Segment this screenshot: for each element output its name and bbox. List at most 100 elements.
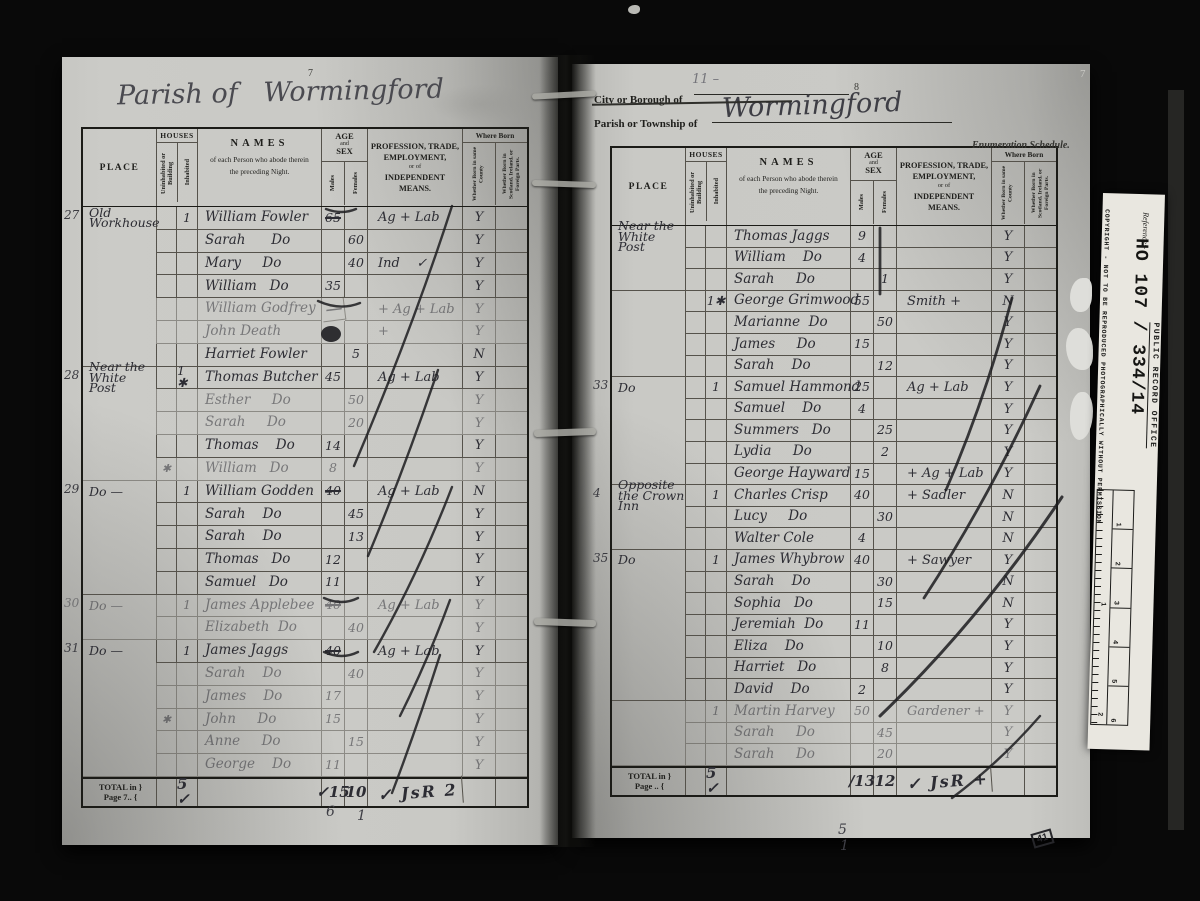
uninhabited-cell — [157, 320, 177, 344]
inhabited-cell — [706, 506, 727, 529]
total-born-foreign — [496, 779, 527, 806]
born-foreign-cell — [496, 686, 527, 709]
census-row: Samuel Do 4 Y — [612, 398, 1056, 421]
place-cell — [83, 457, 157, 481]
inhabited-cell — [177, 708, 198, 732]
males-cell: 17 — [322, 685, 345, 709]
uninhabited-cell — [157, 366, 177, 390]
males-cell — [851, 312, 874, 334]
place-cell — [83, 229, 157, 253]
name-cell: James Do — [727, 333, 851, 356]
born-foreign-cell — [1025, 312, 1056, 334]
inhabited-cell: 1 ✱ — [177, 364, 198, 390]
place-cell — [83, 298, 157, 321]
inhabited-cell — [177, 754, 198, 777]
males-cell: 40 — [322, 480, 345, 504]
born-county-cell: N — [992, 571, 1025, 594]
born-county-cell: Y — [463, 640, 496, 663]
place-cell — [83, 343, 157, 367]
header-born-foreign-label: Whether Born in Scotland, Ireland, or Fo… — [1030, 168, 1050, 218]
header-prof1: PROFESSION, TRADE, — [370, 142, 460, 151]
corner-page-number: 7 — [1080, 68, 1086, 80]
born-foreign-cell — [496, 367, 527, 390]
males-cell: 4 — [851, 247, 874, 270]
inhabited-cell — [706, 420, 727, 442]
females-cell: 10 — [874, 636, 897, 658]
born-county-cell: Y — [992, 441, 1025, 464]
males-cell: 15 — [851, 463, 874, 486]
uninhabited-cell — [157, 754, 177, 777]
inhabited-cell — [706, 463, 727, 486]
born-foreign-cell — [496, 640, 527, 663]
males-cell — [322, 252, 345, 276]
table-header: PLACE HOUSES Uninhabited or Building Inh… — [83, 129, 527, 207]
males-cell: 4 — [851, 398, 874, 421]
born-foreign-cell — [1025, 636, 1056, 658]
profession-cell — [897, 506, 992, 529]
born-foreign-cell — [1025, 377, 1056, 399]
males-cell — [851, 506, 874, 529]
born-county-cell: Y — [463, 754, 496, 777]
males-cell: 4 — [851, 528, 874, 550]
uninhabited-cell — [157, 412, 177, 435]
name-cell: Samuel Do — [727, 398, 851, 421]
census-row: William Godfrey –— + Ag + Lab Y — [83, 296, 527, 323]
born-county-cell: Y — [463, 320, 496, 344]
census-row: James Do 15 Y — [612, 333, 1056, 356]
uninhabited-cell — [686, 269, 706, 291]
uninhabited-cell — [686, 528, 706, 550]
name-cell: Lucy Do — [727, 506, 851, 529]
place-cell — [612, 420, 686, 442]
uninhabited-cell — [157, 685, 177, 709]
table-header: PLACE HOUSES Uninhabited or Building Inh… — [612, 148, 1056, 226]
header-where-born-label: Where Born — [463, 129, 527, 143]
header-names-title: NAMES — [230, 138, 289, 149]
born-foreign-cell — [496, 435, 527, 458]
females-cell: 2 — [874, 441, 897, 464]
born-county-cell: Y — [463, 457, 496, 481]
uninhabited-cell — [157, 548, 177, 572]
place-cell: Do — — [83, 480, 157, 504]
born-county-cell: N — [992, 290, 1025, 313]
profession-cell — [368, 662, 463, 686]
place-cell — [612, 657, 686, 680]
born-county-cell: Y — [463, 708, 496, 732]
census-row: 1 Martin Harvey 50 Gardener + Y — [612, 701, 1056, 723]
uninhabited-cell — [686, 290, 706, 313]
place-cell: Old Workhouse — [83, 206, 160, 230]
name-cell: Thomas Do — [198, 548, 322, 572]
uninhabited-cell — [157, 594, 177, 618]
born-county-cell: Y — [463, 252, 496, 276]
inhabited-cell — [706, 355, 727, 378]
males-cell: 15 — [322, 708, 345, 732]
name-cell: Harriet Fowler — [198, 343, 322, 367]
place-cell: Do — — [83, 640, 157, 663]
name-cell: John Do — [198, 708, 322, 732]
profession-cell — [368, 548, 463, 572]
inhabited-cell — [177, 548, 198, 572]
inhabited-cell — [706, 247, 727, 270]
born-foreign-cell — [496, 709, 527, 732]
uninhabited-cell — [686, 398, 706, 421]
profession-cell — [897, 420, 992, 442]
inhabited-cell — [706, 528, 727, 550]
total-row: TOTAL in } Page 7.. { 5 ✓ ✓15 10 ✓ JsR 2 — [83, 775, 527, 810]
inhabited-cell — [177, 571, 198, 595]
born-county-cell: Y — [992, 312, 1025, 334]
census-row: 35 Do 1 James Whybrow 40 + Sawyer Y — [593, 549, 1056, 572]
place-cell — [612, 528, 686, 550]
pencil-total-males: 5 — [838, 822, 847, 838]
females-cell — [874, 398, 897, 421]
profession-cell: Ag + Lab — [368, 594, 463, 618]
males-cell: 11 — [322, 571, 345, 595]
males-cell — [322, 343, 345, 367]
born-foreign-cell — [1025, 507, 1056, 529]
females-cell — [345, 571, 368, 595]
profession-cell — [897, 333, 992, 356]
females-cell — [345, 640, 368, 663]
header-names-sub2: the preceding Night. — [229, 167, 290, 176]
born-county-cell: N — [992, 485, 1025, 507]
inhabited-cell — [706, 636, 727, 658]
place-cell — [83, 754, 157, 777]
born-county-cell: Y — [463, 617, 496, 641]
